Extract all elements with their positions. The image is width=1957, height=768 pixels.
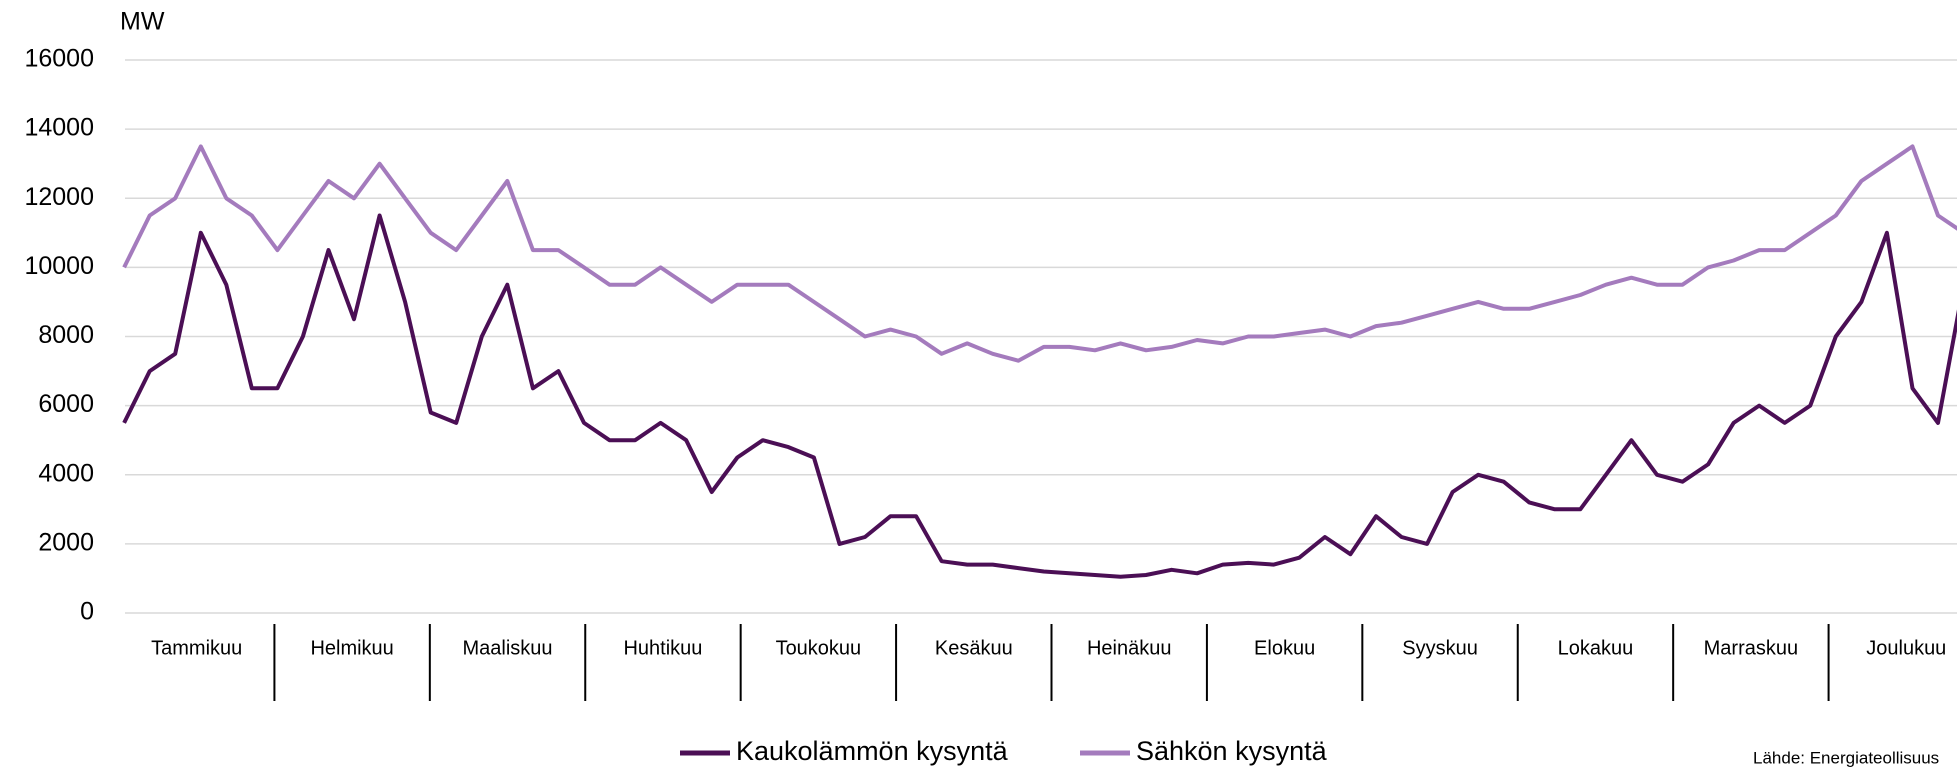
x-tick-label: Heinäkuu [1087,637,1172,659]
legend-label: Kaukolämmön kysyntä [736,736,1009,766]
y-tick-label: 10000 [24,252,94,280]
y-tick-label: 8000 [38,321,94,349]
series-line [122,144,1957,363]
source: Lähde: Energiateollisuus [1753,748,1939,767]
legend-label: Sähkön kysyntä [1136,736,1328,766]
y-tick-label: 14000 [24,114,94,142]
series-line [122,213,1957,579]
x-tick-label: Elokuu [1254,637,1315,659]
y-tick-label: 4000 [38,459,94,487]
y-tick-label: 12000 [24,183,94,211]
y-unit: MW [120,8,165,36]
x-tick-label: Helmikuu [310,637,393,659]
x-tick-label: Maaliskuu [463,637,553,659]
y-tick-label: 0 [80,598,94,626]
x-tick-label: Toukokuu [776,637,862,659]
x-tick-label: Kesäkuu [935,637,1013,659]
x-tick-label: Marraskuu [1704,637,1798,659]
x-tick-label: Lokakuu [1558,637,1634,659]
x-tick-label: Syyskuu [1402,637,1478,659]
x-tick-label: Huhtikuu [623,637,702,659]
y-tick-label: 6000 [38,390,94,418]
x-tick-label: Tammikuu [151,637,242,659]
y-tick-label: 16000 [24,45,94,73]
x-tick-label: Joulukuu [1866,637,1946,659]
y-tick-label: 2000 [38,528,94,556]
